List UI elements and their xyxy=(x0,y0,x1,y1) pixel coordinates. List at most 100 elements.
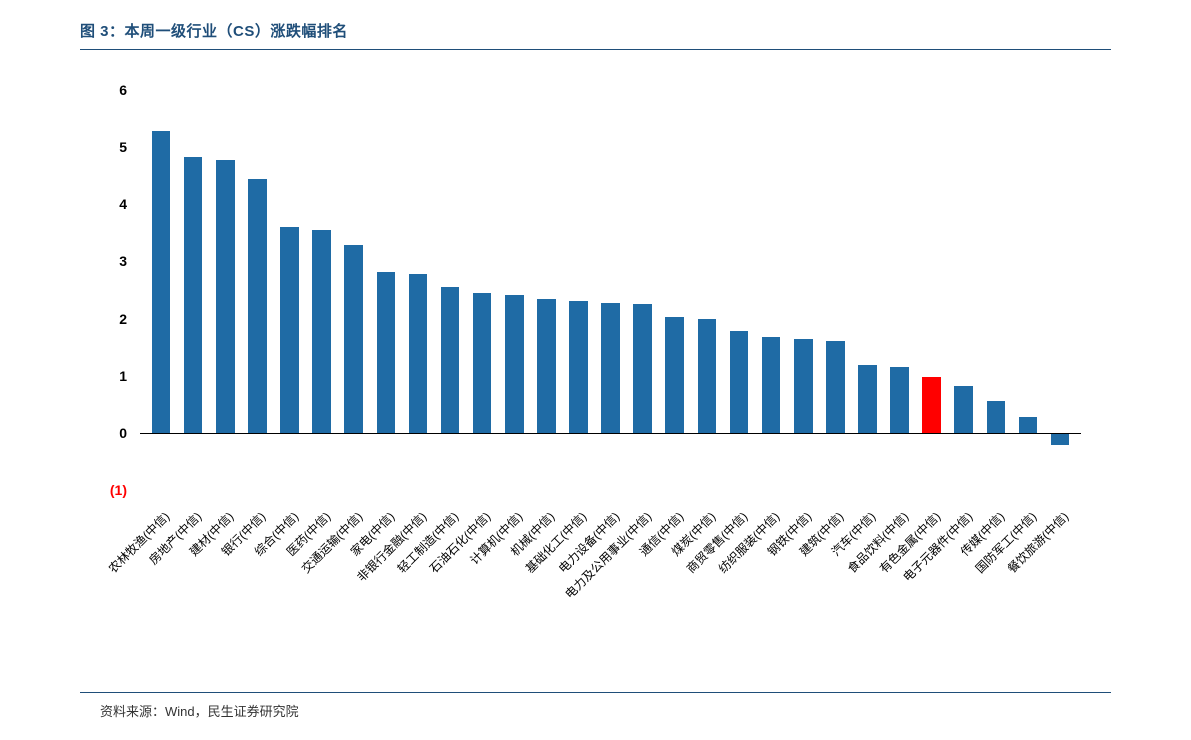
x-label-slot: 电子元器件(中信) xyxy=(948,500,980,660)
y-tick-label: (1) xyxy=(110,482,127,498)
title-row: 图 3：本周一级行业（CS）涨跌幅排名 xyxy=(80,20,1111,50)
bar-slot xyxy=(209,90,241,490)
bar-slot xyxy=(1044,90,1076,490)
y-tick-label: 5 xyxy=(119,139,127,155)
x-label-slot: 计算机(中信) xyxy=(498,500,530,660)
x-label-slot: 通信(中信) xyxy=(659,500,691,660)
bar-slot xyxy=(370,90,402,490)
x-label-slot: 银行(中信) xyxy=(241,500,273,660)
bar-slot xyxy=(145,90,177,490)
bar xyxy=(377,272,396,433)
bar-slot xyxy=(627,90,659,490)
bar xyxy=(280,227,299,433)
plot xyxy=(140,90,1081,490)
bar xyxy=(216,160,235,433)
x-label-slot: 纺织服装(中信) xyxy=(755,500,787,660)
bar-slot xyxy=(306,90,338,490)
bar xyxy=(505,295,524,433)
bar xyxy=(344,245,363,432)
x-label-slot: 家电(中信) xyxy=(370,500,402,660)
bar xyxy=(601,303,620,433)
x-label-slot: 电力设备(中信) xyxy=(595,500,627,660)
bar xyxy=(826,341,845,432)
y-tick-label: 2 xyxy=(119,311,127,327)
x-label-slot: 石油石化(中信) xyxy=(466,500,498,660)
bar xyxy=(794,339,813,433)
bar xyxy=(1019,417,1038,433)
bar-slot xyxy=(819,90,851,490)
bar xyxy=(312,230,331,433)
plot-area xyxy=(140,90,1081,490)
bar-slot xyxy=(884,90,916,490)
y-tick-label: 0 xyxy=(119,425,127,441)
bar xyxy=(152,131,171,433)
y-axis: 6543210(1) xyxy=(80,90,135,490)
bar-slot xyxy=(980,90,1012,490)
y-tick-label: 3 xyxy=(119,253,127,269)
bar-slot xyxy=(1012,90,1044,490)
bar-slot xyxy=(338,90,370,490)
x-label-slot: 有色金属(中信) xyxy=(916,500,948,660)
bar xyxy=(762,337,781,433)
bar xyxy=(441,287,460,433)
bar xyxy=(409,274,428,433)
x-axis-labels: 农林牧渔(中信)房地产(中信)建材(中信)银行(中信)综合(中信)医药(中信)交… xyxy=(140,500,1081,660)
x-label-slot: 建筑(中信) xyxy=(819,500,851,660)
bar xyxy=(922,377,941,433)
x-label-slot: 煤炭(中信) xyxy=(691,500,723,660)
bar-slot xyxy=(241,90,273,490)
bar-slot xyxy=(723,90,755,490)
x-label-slot: 轻工制造(中信) xyxy=(434,500,466,660)
bar-slot xyxy=(755,90,787,490)
chart-wrapper: 6 5 4 3 2 1 0 (1) 农林牧渔(中信)房地产(中信)建材(中信)银行(中信)综合… xyxy=(80,80,1111,660)
bar xyxy=(569,301,588,432)
x-label-slot: 医药(中信) xyxy=(306,500,338,660)
bar xyxy=(537,299,556,433)
bar-slot xyxy=(916,90,948,490)
bar-slot xyxy=(530,90,562,490)
bar-slot xyxy=(851,90,883,490)
bar-slot xyxy=(466,90,498,490)
source-text: 资料来源：Wind，民生证券研究院 xyxy=(100,701,1111,720)
bars-group xyxy=(140,90,1081,490)
y-tick-label: 1 xyxy=(119,368,127,384)
bar-slot xyxy=(659,90,691,490)
bar xyxy=(858,365,877,432)
bar xyxy=(698,319,717,433)
bar xyxy=(665,317,684,432)
x-label-slot: 传媒(中信) xyxy=(980,500,1012,660)
chart-container: 图 3：本周一级行业（CS）涨跌幅排名 6 5 4 3 2 1 0 (1) 农林牧渔(中信)房… xyxy=(0,0,1191,740)
bar-slot xyxy=(562,90,594,490)
bar xyxy=(633,304,652,433)
x-label-slot: 商贸零售(中信) xyxy=(723,500,755,660)
bar xyxy=(730,331,749,433)
bar-slot xyxy=(402,90,434,490)
bar xyxy=(954,386,973,433)
bar-slot xyxy=(787,90,819,490)
y-tick-label: 6 xyxy=(119,82,127,98)
y-tick-label: 4 xyxy=(119,196,127,212)
bar xyxy=(184,157,203,432)
bar-slot xyxy=(273,90,305,490)
baseline xyxy=(140,433,1081,435)
x-label-slot: 汽车(中信) xyxy=(851,500,883,660)
bar-slot xyxy=(177,90,209,490)
bar xyxy=(890,367,909,433)
footer: 资料来源：Wind，民生证券研究院 xyxy=(80,692,1111,720)
bar xyxy=(1051,433,1070,446)
x-label-slot: 电力及公用事业(中信) xyxy=(627,500,659,660)
bar xyxy=(248,179,267,433)
x-label-slot: 机械(中信) xyxy=(530,500,562,660)
bar xyxy=(987,401,1006,432)
bar-slot xyxy=(595,90,627,490)
x-label-slot: 国防军工(中信) xyxy=(1012,500,1044,660)
x-label-slot: 餐饮旅游(中信) xyxy=(1044,500,1076,660)
x-label-slot: 综合(中信) xyxy=(273,500,305,660)
bar xyxy=(473,293,492,433)
bar-slot xyxy=(498,90,530,490)
x-label-slot: 钢铁(中信) xyxy=(787,500,819,660)
bar-slot xyxy=(434,90,466,490)
x-label-slot: 农林牧渔(中信) xyxy=(145,500,177,660)
x-label-slot: 房地产(中信) xyxy=(177,500,209,660)
chart-title: 图 3：本周一级行业（CS）涨跌幅排名 xyxy=(80,20,348,41)
